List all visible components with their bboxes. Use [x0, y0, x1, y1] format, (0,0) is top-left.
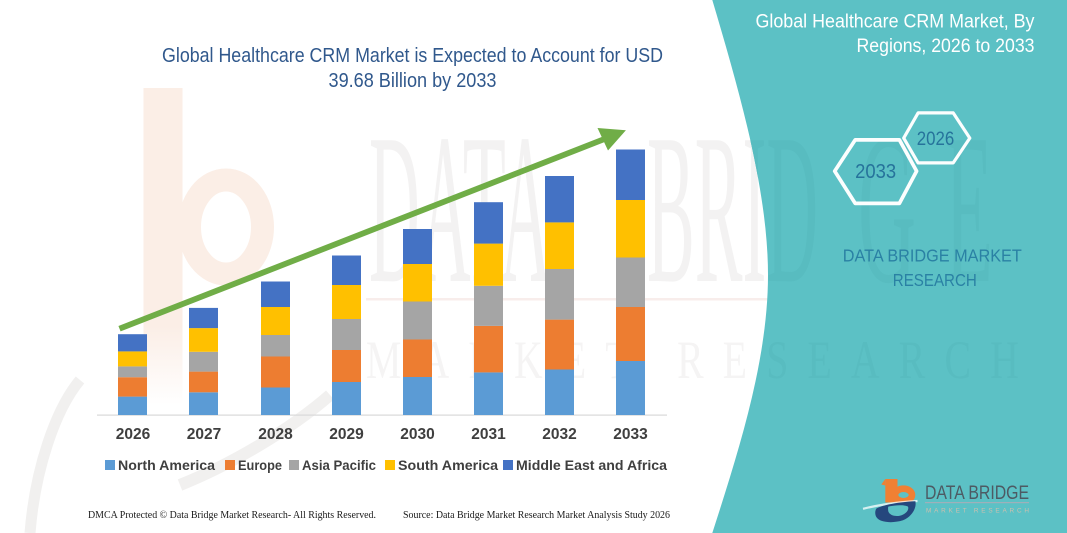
svg-text:2030: 2030	[400, 426, 435, 443]
svg-text:Global Healthcare CRM Market i: Global Healthcare CRM Market is Expected…	[162, 45, 663, 67]
svg-text:2026: 2026	[116, 426, 151, 443]
svg-text:DATA BRIDGE MARKET: DATA BRIDGE MARKET	[843, 246, 1022, 266]
svg-text:39.68 Billion by 2033: 39.68 Billion by 2033	[329, 70, 497, 92]
svg-text:Europe: Europe	[238, 457, 282, 473]
svg-text:DATA: DATA	[369, 89, 551, 328]
svg-text:Asia Pacific: Asia Pacific	[302, 457, 376, 473]
svg-text:2031: 2031	[471, 426, 506, 443]
svg-text:G: G	[858, 89, 916, 328]
svg-text:Global Healthcare CRM Market,: Global Healthcare CRM Market, By	[756, 12, 1035, 33]
svg-text:E: E	[945, 89, 993, 328]
svg-text:2033: 2033	[855, 161, 896, 183]
svg-text:North America: North America	[118, 457, 215, 473]
svg-text:2029: 2029	[329, 426, 364, 443]
svg-text:DATA BRIDGE: DATA BRIDGE	[925, 483, 1029, 504]
svg-text:2026: 2026	[917, 129, 955, 150]
svg-text:2028: 2028	[258, 426, 293, 443]
svg-text:South America: South America	[398, 457, 498, 473]
svg-text:Middle East and Africa: Middle East and Africa	[516, 457, 667, 473]
svg-text:DMCA Protected © Data Bridge M: DMCA Protected © Data Bridge Market Rese…	[88, 509, 376, 521]
svg-text:2032: 2032	[542, 426, 577, 443]
svg-text:RESEARCH: RESEARCH	[893, 270, 977, 290]
svg-text:Source: Data Bridge Market Res: Source: Data Bridge Market Research Mark…	[403, 509, 670, 521]
svg-text:2033: 2033	[613, 426, 648, 443]
svg-text:Regions, 2026 to 2033: Regions, 2026 to 2033	[857, 36, 1035, 57]
svg-text:MARKET RESEARCH: MARKET RESEARCH	[926, 508, 1029, 515]
svg-text:2027: 2027	[187, 426, 222, 443]
